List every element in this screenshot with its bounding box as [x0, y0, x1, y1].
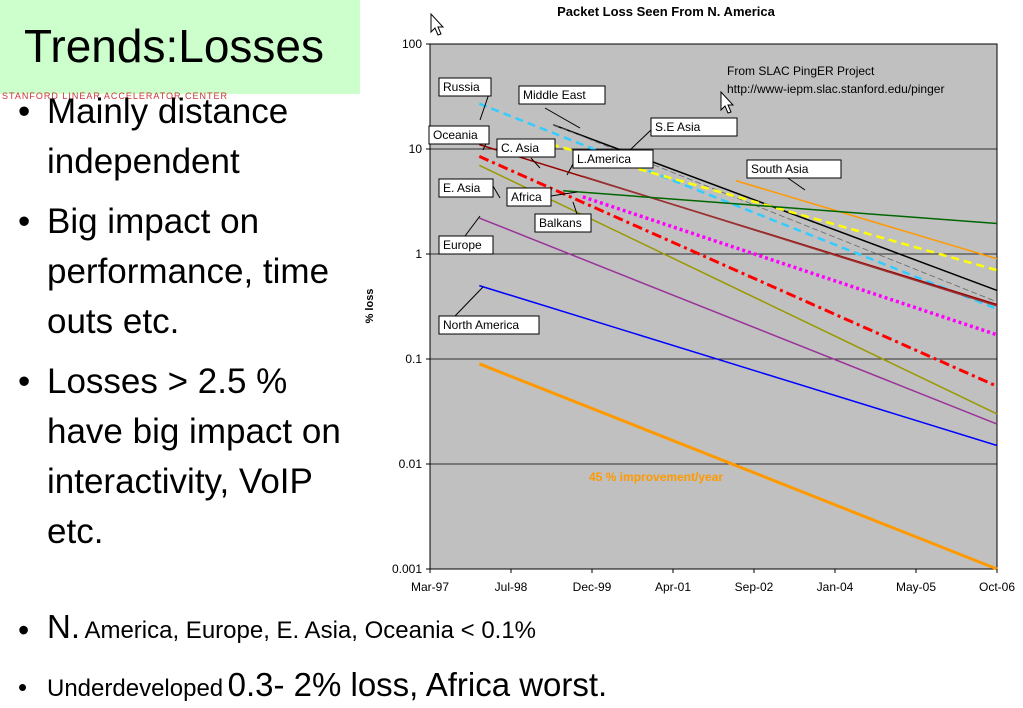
y-tick-label: 10	[409, 142, 423, 156]
title-banner	[0, 0, 360, 94]
callout-box	[438, 77, 492, 97]
series-line-balkans	[582, 195, 998, 337]
callout-box	[428, 125, 490, 145]
y-tick-label: 0.01	[399, 457, 423, 471]
series-callout: Europe	[438, 215, 494, 255]
callout-label: North America	[443, 318, 519, 332]
y-tick-label: 0.1	[405, 352, 422, 366]
series-callout: Africa	[506, 187, 578, 207]
y-axis-label: % loss	[364, 289, 376, 324]
callout-label: S.E Asia	[655, 120, 701, 134]
y-tick-label: 1	[415, 247, 422, 261]
y-axis: 100 10 1 0.1 0.01 0.001	[392, 37, 430, 576]
y-tick-label: 100	[402, 37, 422, 51]
slide-title: Trends:Losses	[24, 20, 324, 72]
bullet-item: • Big impact on performance, time outs et…	[18, 197, 348, 347]
callout-leader	[492, 185, 501, 199]
packet-loss-chart: Packet Loss Seen From N. America 1001010…	[364, 4, 1015, 594]
callout-label: Africa	[511, 190, 542, 204]
series-callout: South Asia	[746, 159, 842, 191]
series-callout: North America	[438, 286, 540, 335]
callout-label: L.America	[577, 152, 631, 166]
callout-leader	[629, 129, 652, 151]
x-tick-label: Mar-97	[411, 580, 449, 594]
callout-label: South Asia	[751, 162, 809, 176]
callout-box	[438, 315, 540, 335]
bullet-text: Mainly distance independent	[47, 92, 289, 181]
callout-leader	[566, 163, 574, 176]
series-line-russia	[478, 102, 998, 311]
callout-label: Oceania	[433, 128, 478, 142]
x-tick-label: Jan-04	[817, 580, 854, 594]
bullet-text: Big impact on performance, time outs etc…	[47, 202, 330, 341]
series-callout: L.America	[566, 149, 654, 176]
series-line-south-asia	[735, 179, 998, 260]
x-tick-label: Dec-99	[573, 580, 612, 594]
y-tick-label: 0.001	[392, 562, 422, 576]
cursor-icon	[720, 90, 735, 114]
bullet-text: Losses > 2.5 % have big impact on intera…	[47, 362, 341, 551]
series-line-europe	[478, 164, 998, 415]
callout-label: Russia	[443, 80, 480, 94]
bullet-dot: •	[18, 92, 31, 131]
series-line-africa	[563, 190, 998, 225]
callout-leader	[464, 215, 481, 237]
bottom-bullet: • N. America, Europe, E. Asia, Oceania <…	[18, 608, 536, 656]
bottom-rest: 0.3- 2% loss, Africa worst.	[227, 666, 608, 703]
x-axis: Mar-97 Jul-98 Dec-99 Apr-01 Sep-02 Jan-04 May-…	[411, 569, 1015, 594]
series-callout: Middle East	[518, 85, 606, 129]
series-line-europe-2	[479, 217, 998, 425]
bullet-dot: •	[18, 672, 28, 702]
bullet-item: • Losses > 2.5 % have big impact on inter…	[18, 357, 348, 557]
source-url: http://www-iepm.slac.stanford.edu/pinger	[727, 82, 944, 96]
source-note: From SLAC PingER Project	[727, 64, 875, 78]
series-callout: Balkans	[534, 201, 592, 233]
x-tick-label: Oct-06	[979, 580, 1015, 594]
callout-box	[438, 178, 494, 198]
callout-box	[518, 85, 606, 105]
callout-label: Europe	[443, 238, 482, 252]
bottom-lead: N.	[47, 608, 80, 645]
series-line-trend	[478, 362, 998, 571]
series-callout: C. Asia	[496, 138, 556, 169]
callout-leader	[550, 191, 578, 197]
bottom-rest: America, Europe, E. Asia, Oceania < 0.1%	[84, 617, 537, 644]
bottom-bullet: • Underdeveloped 0.3- 2% loss, Africa wo…	[18, 666, 607, 708]
callout-leader	[530, 157, 541, 169]
callout-label: C. Asia	[501, 141, 539, 155]
cursor-icon	[430, 12, 445, 36]
series-line-north-america	[479, 284, 998, 447]
callout-box	[438, 235, 494, 255]
org-name: STANFORD LINEAR ACCELERATOR CENTER	[2, 91, 229, 101]
series-callout: E. Asia	[438, 178, 501, 199]
callout-label: Balkans	[539, 216, 582, 230]
callout-box	[572, 149, 654, 169]
callout-leader	[544, 107, 581, 129]
callout-box	[650, 117, 738, 137]
x-tick-label: Jul-98	[495, 580, 528, 594]
improvement-annotation: 45 % improvement/year	[589, 470, 723, 484]
x-tick-label: Apr-01	[655, 580, 691, 594]
callout-box	[746, 159, 842, 179]
callout-leader	[454, 286, 484, 317]
chart-title: Packet Loss Seen From N. America	[557, 4, 775, 19]
bullet-dot: •	[18, 202, 31, 241]
x-tick-label: Sep-02	[735, 580, 774, 594]
callout-box	[534, 213, 592, 233]
series-line-s-e-asia	[553, 124, 998, 303]
series-callouts: Russia Middle East S.E Asia Oceania C. Asia L…	[428, 77, 842, 335]
callout-leader	[572, 201, 578, 215]
callout-label: Middle East	[523, 88, 586, 102]
callout-box	[496, 138, 556, 158]
series-callout: Oceania	[428, 125, 490, 151]
bullet-item: • Mainly distance independent	[18, 87, 348, 187]
bullet-dot: •	[18, 362, 31, 401]
callout-label: E. Asia	[443, 181, 481, 195]
series-callout: Russia	[438, 77, 492, 121]
bottom-lead: Underdeveloped	[47, 675, 224, 702]
x-tick-label: May-05	[896, 580, 936, 594]
series-callout: S.E Asia	[629, 117, 738, 151]
callout-box	[506, 187, 552, 207]
bullet-dot: •	[18, 612, 30, 648]
